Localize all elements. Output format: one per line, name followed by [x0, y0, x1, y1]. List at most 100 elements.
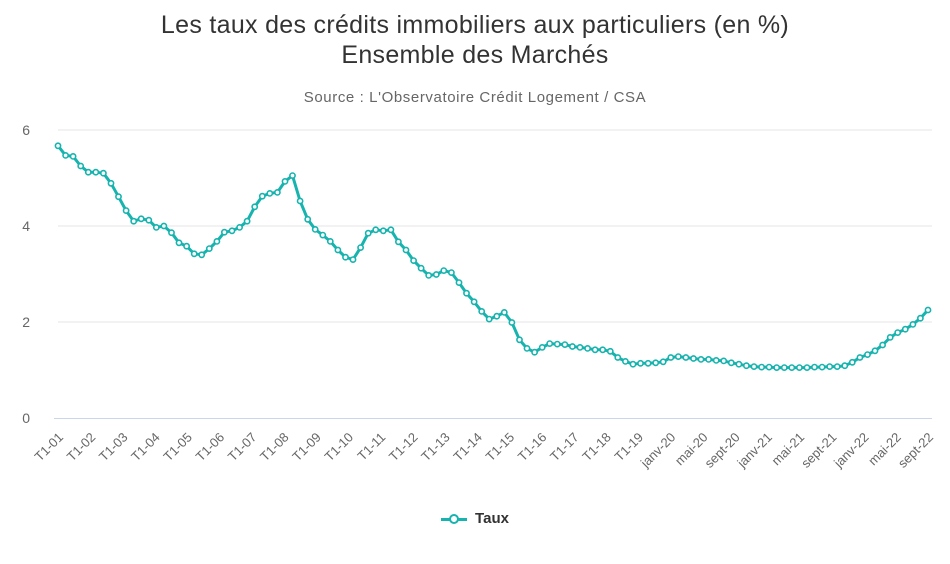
data-point: [894, 329, 902, 336]
data-point: [447, 269, 455, 276]
data-point: [220, 228, 228, 236]
data-point: [811, 363, 818, 371]
data-point: [622, 357, 629, 365]
y-tick-label: 6: [22, 122, 30, 138]
data-point: [682, 354, 690, 361]
data-point: [856, 354, 864, 361]
y-tick-label: 4: [22, 218, 30, 234]
x-tick-label: T1-11: [354, 430, 388, 464]
data-point: [198, 251, 206, 259]
y-tick-label: 2: [22, 314, 30, 330]
data-point: [833, 363, 841, 370]
data-point: [758, 363, 765, 371]
data-point: [500, 308, 508, 316]
data-point: [205, 245, 213, 252]
data-point: [372, 226, 380, 234]
x-tick-label: T1-09: [289, 430, 324, 465]
data-point: [788, 364, 796, 371]
x-tick-label: T1-06: [193, 430, 228, 465]
data-point: [410, 257, 417, 264]
data-point: [879, 341, 886, 349]
data-point: [175, 239, 183, 247]
x-tick-label: T1-10: [321, 430, 356, 465]
data-point: [122, 207, 130, 214]
data-point: [394, 238, 402, 246]
data-point: [546, 340, 554, 347]
data-point: [924, 306, 932, 314]
data-point: [485, 315, 493, 323]
data-point: [289, 172, 296, 179]
data-point: [160, 222, 168, 230]
data-point: [773, 364, 781, 371]
x-tick-label: sept-21: [798, 430, 839, 471]
data-point: [886, 333, 894, 341]
data-point: [599, 346, 607, 354]
data-point: [523, 344, 531, 352]
data-point: [803, 364, 811, 371]
x-tick-label: T1-17: [547, 430, 582, 465]
data-point: [107, 179, 115, 187]
data-point: [402, 246, 410, 254]
x-tick-label: T1-15: [483, 430, 518, 465]
data-point: [765, 363, 773, 371]
data-point: [591, 346, 599, 354]
data-point: [584, 344, 591, 352]
data-point: [432, 271, 440, 278]
x-tick-label: T1-04: [128, 430, 163, 465]
data-point: [342, 253, 349, 261]
data-point: [909, 320, 917, 328]
x-tick-label: sept-20: [702, 430, 743, 471]
data-point: [152, 223, 160, 231]
data-point: [637, 359, 644, 367]
x-tick-label: janv-21: [734, 430, 775, 471]
data-point: [100, 169, 107, 177]
legend-label-taux: Taux: [475, 510, 509, 527]
data-point: [750, 363, 758, 370]
chart-title-line-1: Les taux des crédits immobiliers aux par…: [160, 11, 790, 39]
data-point: [357, 244, 364, 251]
data-point: [826, 363, 834, 370]
data-point: [62, 151, 69, 159]
data-point: [334, 246, 342, 254]
data-point: [901, 325, 909, 333]
data-point: [130, 217, 138, 225]
data-point: [848, 358, 856, 366]
data-point: [652, 359, 660, 367]
x-tick-label: T1-05: [160, 430, 195, 465]
legend[interactable]: Taux: [0, 510, 950, 527]
data-point: [417, 264, 425, 272]
data-point: [425, 271, 433, 279]
x-tick-label: T1-01: [31, 430, 66, 465]
data-point: [727, 359, 735, 367]
data-point: [319, 231, 327, 239]
data-point: [561, 341, 569, 348]
data-point: [77, 162, 85, 170]
data-point: [273, 188, 281, 196]
data-point: [516, 336, 523, 344]
legend-series-symbol: [441, 513, 468, 525]
data-point: [917, 314, 924, 322]
data-point: [281, 177, 289, 185]
data-point: [735, 360, 743, 368]
data-point: [69, 152, 77, 160]
data-point: [508, 319, 516, 326]
data-point: [455, 279, 463, 286]
data-point: [115, 193, 122, 201]
data-point: [311, 225, 319, 233]
data-point: [818, 363, 826, 371]
data-point: [54, 142, 62, 150]
data-point: [569, 343, 576, 350]
data-point: [258, 192, 266, 200]
data-point: [349, 256, 357, 263]
x-tick-label: janv-20: [637, 430, 678, 471]
data-point: [243, 217, 251, 225]
data-point: [236, 223, 243, 231]
chart-title: Les taux des crédits immobiliers aux par…: [0, 10, 950, 70]
data-point: [712, 356, 720, 364]
data-point: [470, 298, 478, 306]
data-point: [629, 360, 637, 368]
data-point: [304, 215, 312, 223]
data-point: [644, 359, 652, 367]
data-point: [743, 362, 750, 370]
data-point: [478, 307, 486, 315]
